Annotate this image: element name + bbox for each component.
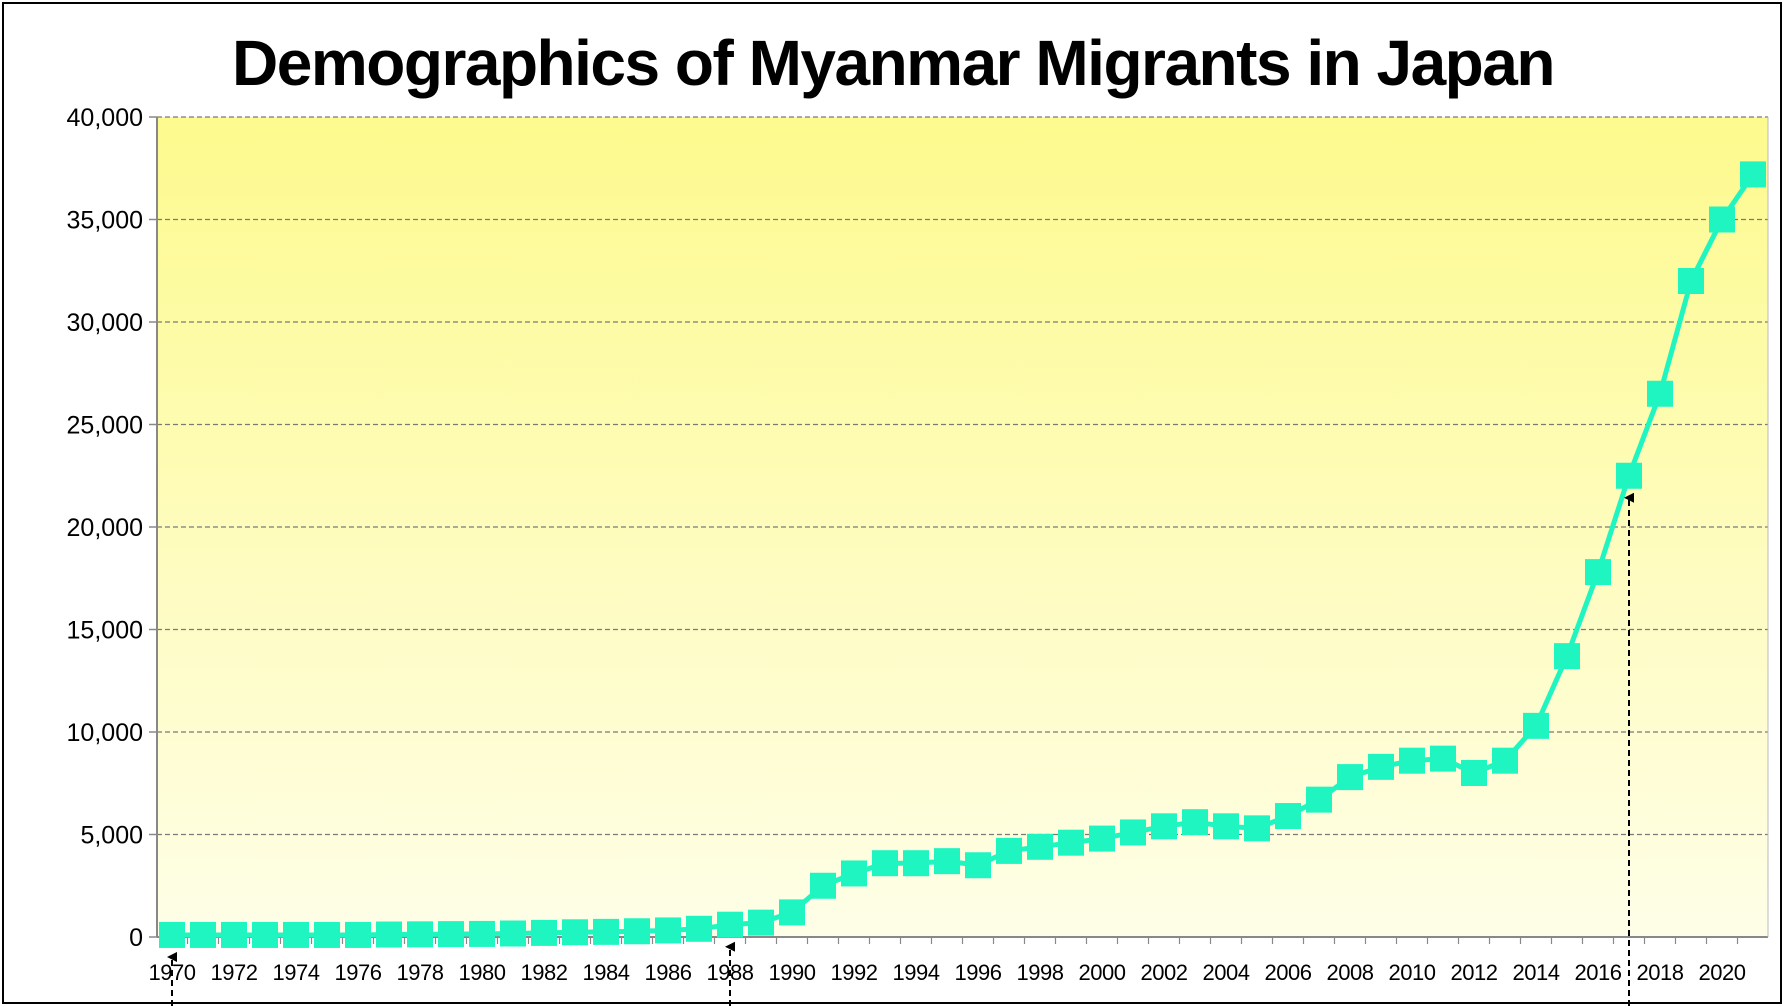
data-point [1585,559,1611,586]
x-tick-label: 2014 [1513,960,1560,985]
data-point [1337,764,1363,791]
data-point [1368,753,1394,780]
x-tick-label: 1982 [521,960,568,985]
x-tick-label: 1998 [1017,960,1064,985]
data-point [221,921,247,948]
data-point [1461,760,1487,786]
data-point [1430,745,1456,772]
x-tick-label: 2020 [1699,960,1746,985]
data-point [810,872,836,899]
x-tick-label: 2006 [1265,960,1312,985]
data-point [1213,813,1239,840]
data-point [872,850,898,877]
annotations [167,492,1634,1006]
data-point [345,921,371,948]
data-point [314,921,340,948]
x-tick-label: 1990 [769,960,816,985]
y-tick-label: 15,000 [67,617,143,645]
gridlines [157,116,1768,836]
data-point [593,918,619,945]
y-tick-label: 25,000 [67,412,143,440]
data-point [841,860,867,887]
y-tick-label: 5,000 [80,822,143,850]
x-tick-label: 2016 [1575,960,1622,985]
data-point [1120,819,1146,846]
data-point [1678,268,1704,294]
data-point [1554,643,1580,670]
data-point [965,852,991,879]
data-point [531,919,557,946]
series-layer [159,161,1766,948]
x-tick-label: 1994 [893,960,940,985]
x-tick-label: 2004 [1203,960,1250,985]
data-point [1492,747,1518,774]
data-point [1709,206,1735,233]
x-tick-label: 1976 [335,960,382,985]
data-point [1275,803,1301,830]
x-tick-label: 2018 [1637,960,1684,985]
data-point [190,921,216,948]
x-tick-label: 2008 [1327,960,1374,985]
y-tick-label: 0 [129,924,143,952]
data-point [996,837,1022,864]
series-line [172,172,1756,938]
data-point [686,915,712,942]
x-tick-label: 2012 [1451,960,1498,985]
x-tick-label: 2000 [1079,960,1126,985]
data-point [1027,833,1053,860]
x-axis-ticks: 1970 1972 1974 1976 1978 1980 1982 1984 1986 1988… [149,937,1746,985]
data-point [624,918,650,945]
y-tick-label: 30,000 [67,309,143,337]
data-point [1740,161,1766,188]
data-point [562,919,588,946]
data-point [407,921,433,948]
y-tick-label: 40,000 [67,104,143,132]
data-point [903,850,929,877]
y-tick-label: 10,000 [67,719,143,747]
data-point [934,848,960,875]
data-point [283,921,309,948]
x-tick-label: 1984 [583,960,630,985]
y-tick-label: 35,000 [67,207,143,235]
data-point [1182,809,1208,836]
data-point [500,920,526,947]
data-point [1399,747,1425,774]
y-tick-label: 20,000 [67,514,143,542]
x-tick-label: 1996 [955,960,1002,985]
x-tick-label: 2002 [1141,960,1188,985]
data-point [748,909,774,936]
data-point [1523,712,1549,739]
data-point [376,921,402,948]
data-point [1058,829,1084,856]
x-tick-label: 1974 [273,960,320,985]
data-point [252,921,278,948]
data-point [1306,786,1332,813]
data-point [655,917,681,944]
x-tick-label: 1978 [397,960,444,985]
x-tick-label: 2010 [1389,960,1436,985]
data-point [1244,815,1270,842]
data-point [1616,462,1642,489]
y-axis-ticks: 0 5,000 10,000 15,000 20,000 25,000 30,000 35,0… [67,104,157,952]
data-point [1151,813,1177,840]
x-tick-label: 1986 [645,960,692,985]
data-point [1647,380,1673,407]
data-point [717,911,743,938]
data-point [779,899,805,926]
data-point [438,921,464,948]
data-point [1089,825,1115,852]
data-point [159,921,185,948]
x-tick-label: 1980 [459,960,506,985]
data-point [469,920,495,947]
x-tick-label: 1972 [211,960,258,985]
chart-title: Demographics of Myanmar Migrants in Japa… [232,27,1555,99]
x-tick-label: 1992 [831,960,878,985]
